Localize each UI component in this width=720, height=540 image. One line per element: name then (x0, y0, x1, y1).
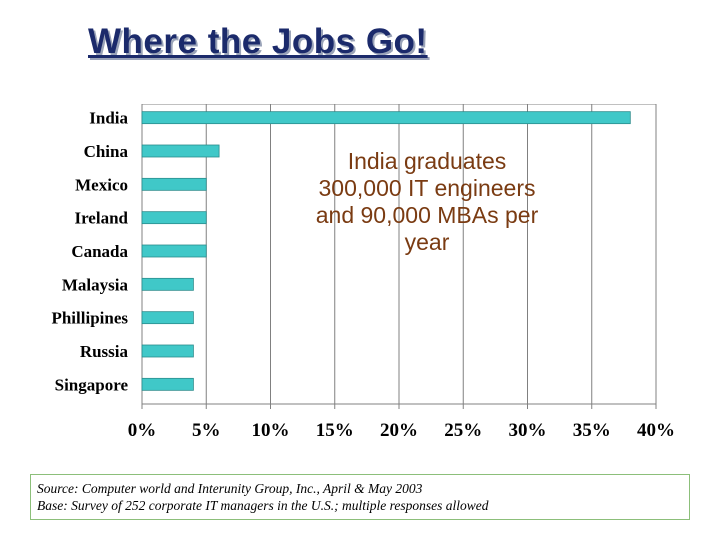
bar-chart: 0% 5% 10% 15% 20% 25% 30% 35% 40% India China Mexic… (30, 104, 690, 460)
base-line: Base: Survey of 252 corporate IT manager… (37, 498, 489, 513)
annotation-line-1: India graduates (347, 148, 507, 174)
bar-malaysia (141, 277, 194, 291)
annotation-line-3: and 90,000 MBAs per (315, 202, 539, 228)
bar-russia (141, 344, 194, 358)
bar-india (141, 111, 631, 125)
category-label-india: India (89, 109, 128, 128)
source-line: Source: Computer world and Interunity Gr… (37, 481, 423, 496)
x-tick-label-15: 15% (316, 420, 354, 441)
bar-mexico (141, 177, 207, 191)
annotation-line-4: year (404, 229, 450, 255)
bar-china (141, 144, 220, 158)
chart-canvas: 0% 5% 10% 15% 20% 25% 30% 35% 40% India China Mexic… (51, 104, 675, 441)
category-label-ireland: Ireland (74, 209, 128, 228)
category-label-russia: Russia (80, 342, 129, 361)
x-tick-label-35: 35% (573, 420, 611, 441)
category-label-mexico: Mexico (75, 175, 128, 194)
x-tick-label-5: 5% (192, 420, 221, 441)
x-tick-label-25: 25% (444, 420, 482, 441)
category-label-singapore: Singapore (55, 375, 129, 394)
x-tick-label-0: 0% (128, 420, 157, 441)
x-tick-label-20: 20% (380, 420, 418, 441)
category-label-phillipines: Phillipines (51, 309, 128, 328)
source-note: Source: Computer world and Interunity Gr… (30, 474, 690, 520)
india-graduates-annotation: India graduates 300,000 IT engineers and… (262, 148, 592, 256)
bar-phillipines (141, 311, 194, 325)
annotation-line-2: 300,000 IT engineers (318, 175, 536, 201)
category-label-canada: Canada (71, 242, 128, 261)
x-tick-label-40: 40% (637, 420, 675, 441)
slide-title: Where the Jobs Go! (88, 22, 428, 61)
category-label-malaysia: Malaysia (62, 275, 129, 294)
bar-singapore (141, 377, 194, 391)
x-tick-label-30: 30% (509, 420, 547, 441)
category-label-china: China (84, 142, 129, 161)
bar-canada (141, 244, 207, 258)
x-tick-label-10: 10% (252, 420, 290, 441)
bar-ireland (141, 211, 207, 225)
